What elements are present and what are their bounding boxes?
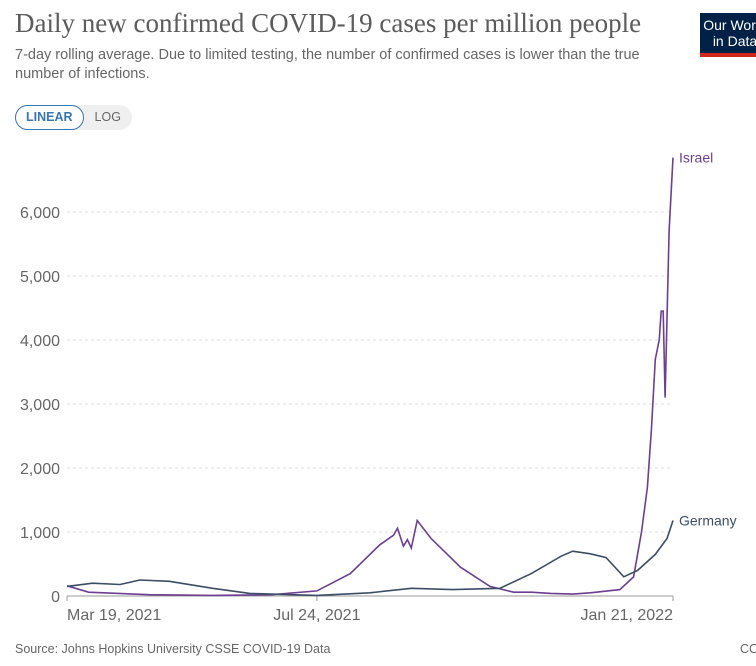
x-tick-label: Mar 19, 2021 bbox=[67, 607, 161, 624]
y-tick-label: 0 bbox=[51, 589, 60, 606]
x-tick-label: Jan 21, 2022 bbox=[580, 607, 673, 624]
y-tick-label: 2,000 bbox=[20, 461, 60, 478]
y-tick-label: 4,000 bbox=[20, 333, 60, 350]
x-tick-label: Jul 24, 2021 bbox=[273, 607, 360, 624]
series-line-israel bbox=[66, 157, 674, 597]
y-tick-label: 6,000 bbox=[20, 205, 60, 222]
y-tick-label: 3,000 bbox=[20, 397, 60, 414]
log-button[interactable]: LOG bbox=[94, 110, 121, 124]
series-line-germany bbox=[66, 520, 674, 597]
license[interactable]: CC bbox=[740, 642, 756, 656]
line-chart: 0 1,000 2,000 3,000 4,000 5,000 6,000 Mar 19, 2… bbox=[20, 150, 737, 624]
series-label-germany: Germany bbox=[679, 512, 737, 528]
chart-title: Daily new confirmed COVID-19 cases per m… bbox=[15, 8, 642, 38]
y-tick-label: 5,000 bbox=[20, 269, 60, 286]
chart-subtitle: 7-day rolling average. Due to limited te… bbox=[15, 47, 640, 82]
source-note: Source: Johns Hopkins University CSSE CO… bbox=[15, 642, 331, 656]
y-tick-label: 1,000 bbox=[20, 525, 60, 542]
linear-button[interactable]: LINEAR bbox=[15, 105, 84, 130]
scale-toggle: LINEAR LOG bbox=[15, 105, 132, 130]
series-label-israel: Israel bbox=[679, 150, 713, 166]
owid-logo[interactable]: Our World in Data bbox=[700, 13, 756, 57]
